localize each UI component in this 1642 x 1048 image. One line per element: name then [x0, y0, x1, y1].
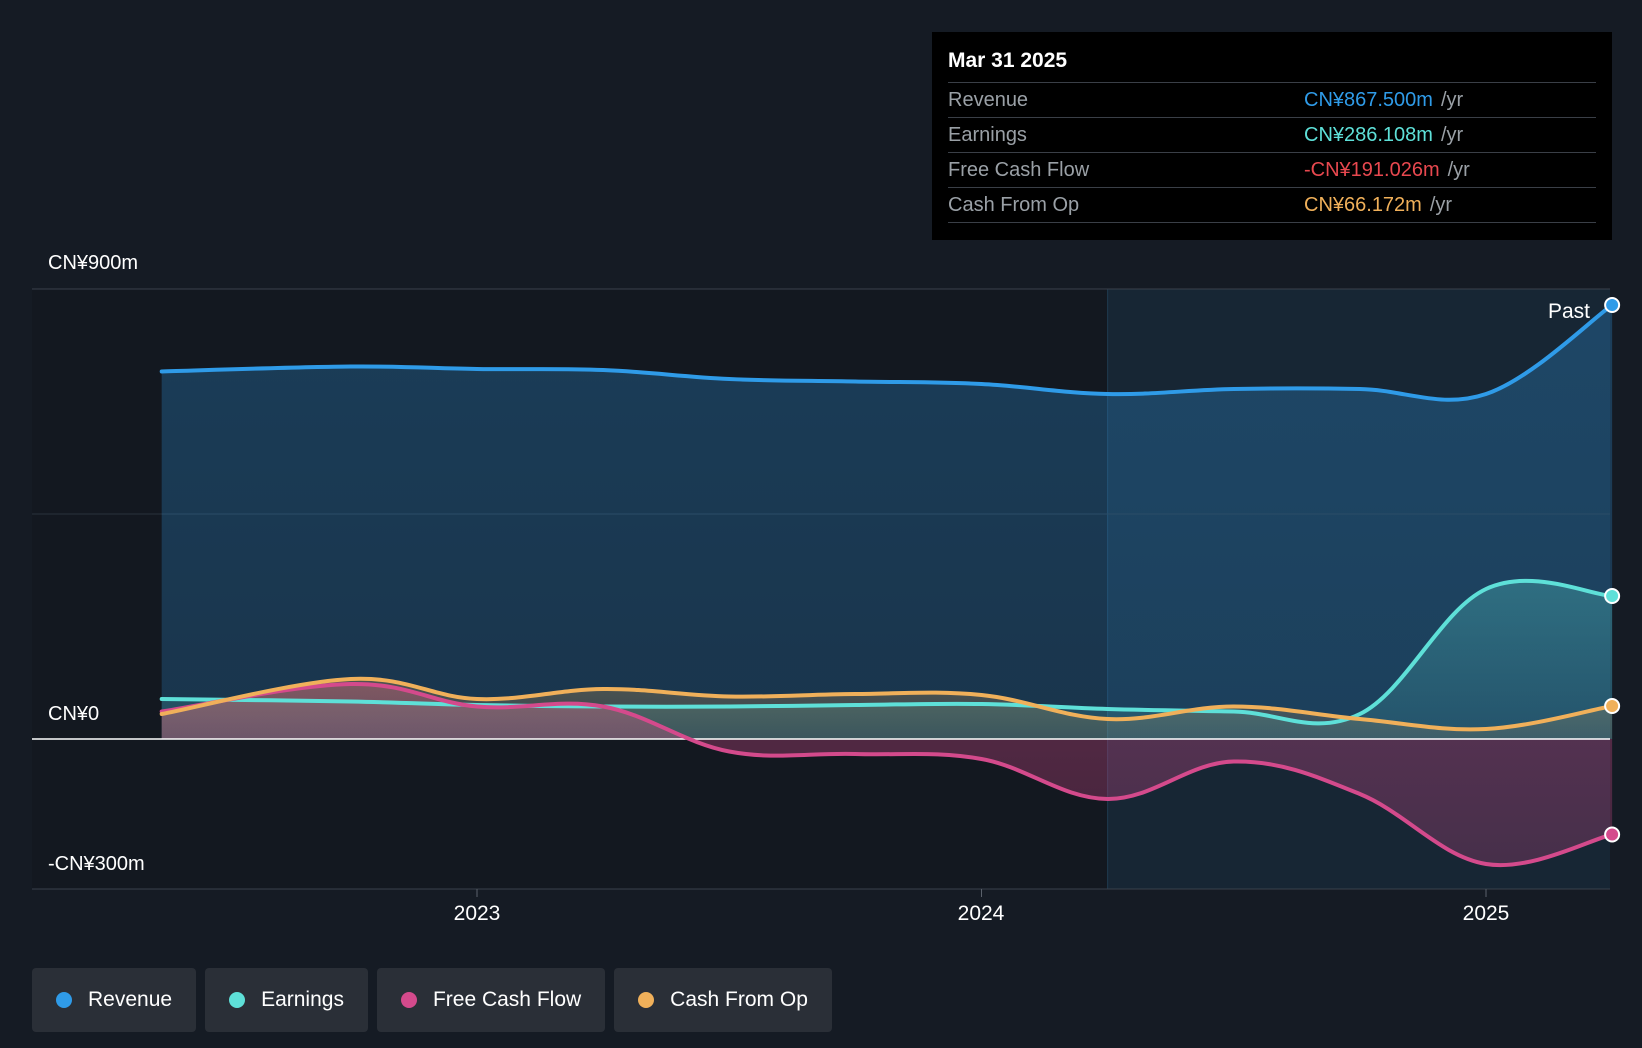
tooltip-unit: /yr [1429, 194, 1453, 216]
revenue-area [161, 305, 1613, 739]
legend-item-earnings[interactable]: Earnings [205, 968, 368, 1032]
tooltip-date: Mar 31 2025 [948, 46, 1596, 83]
earnings-end-point [1604, 588, 1621, 604]
revenue-line [159, 303, 1615, 402]
tooltip-row-earnings: Earnings CN¥286.108m /yr [948, 118, 1596, 153]
x-tick-2024: 2024 [957, 902, 1005, 925]
cash-from-op-end-point [1604, 698, 1621, 714]
revenue-dot-icon [56, 992, 72, 1008]
tooltip-unit: /yr [1447, 159, 1470, 181]
cash-from-op-area [161, 678, 1613, 739]
tooltip-unit: /yr [1440, 124, 1464, 146]
earnings-dot-icon [229, 992, 246, 1008]
legend-item-cash-from-op[interactable]: Cash From Op [614, 968, 832, 1032]
earnings-line [159, 578, 1615, 726]
chart-legend: Revenue Earnings Free Cash Flow Cash Fro… [32, 968, 832, 1032]
y-tick-zero: CN¥0 [48, 703, 100, 725]
legend-label: Free Cash Flow [432, 988, 582, 1011]
tooltip-row-revenue: Revenue CN¥867.500m /yr [948, 83, 1596, 118]
tooltip-value: CN¥867.500m [1304, 89, 1433, 111]
tooltip-label: Cash From Op [948, 194, 1080, 216]
legend-item-revenue[interactable]: Revenue [32, 968, 197, 1032]
legend-label: Earnings [261, 988, 344, 1011]
tooltip-row-cash-from-op: Cash From Op CN¥66.172m /yr [948, 188, 1596, 223]
tooltip-unit: /yr [1440, 89, 1464, 111]
data-tooltip: Mar 31 2025 Revenue CN¥867.500m /yr Earn… [932, 32, 1612, 240]
tooltip-label: Earnings [948, 124, 1027, 146]
cash-from-op-line [159, 676, 1615, 732]
cash-from-op-dot-icon [638, 992, 655, 1008]
revenue-end-point [1604, 297, 1621, 313]
tooltip-row-free-cash-flow: Free Cash Flow -CN¥191.026m /yr [948, 153, 1596, 188]
tooltip-value: CN¥66.172m [1304, 194, 1422, 216]
free-cash-flow-dot-icon [400, 992, 417, 1008]
x-tick-2025: 2025 [1462, 902, 1510, 925]
tooltip-value: CN¥286.108m [1304, 124, 1433, 146]
legend-label: Cash From Op [670, 988, 808, 1011]
tooltip-label: Free Cash Flow [948, 159, 1090, 181]
free-cash-flow-line [159, 681, 1615, 868]
free-cash-flow-end-point [1604, 826, 1621, 843]
x-tick-2023: 2023 [453, 902, 501, 925]
y-tick-bottom: -CN¥300m [48, 853, 145, 875]
tooltip-label: Revenue [948, 89, 1029, 111]
legend-label: Revenue [88, 988, 173, 1011]
past-label: Past [1548, 300, 1591, 323]
legend-item-free-cash-flow[interactable]: Free Cash Flow [376, 968, 606, 1032]
tooltip-value: -CN¥191.026m [1304, 159, 1440, 181]
y-tick-top: CN¥900m [48, 252, 139, 274]
